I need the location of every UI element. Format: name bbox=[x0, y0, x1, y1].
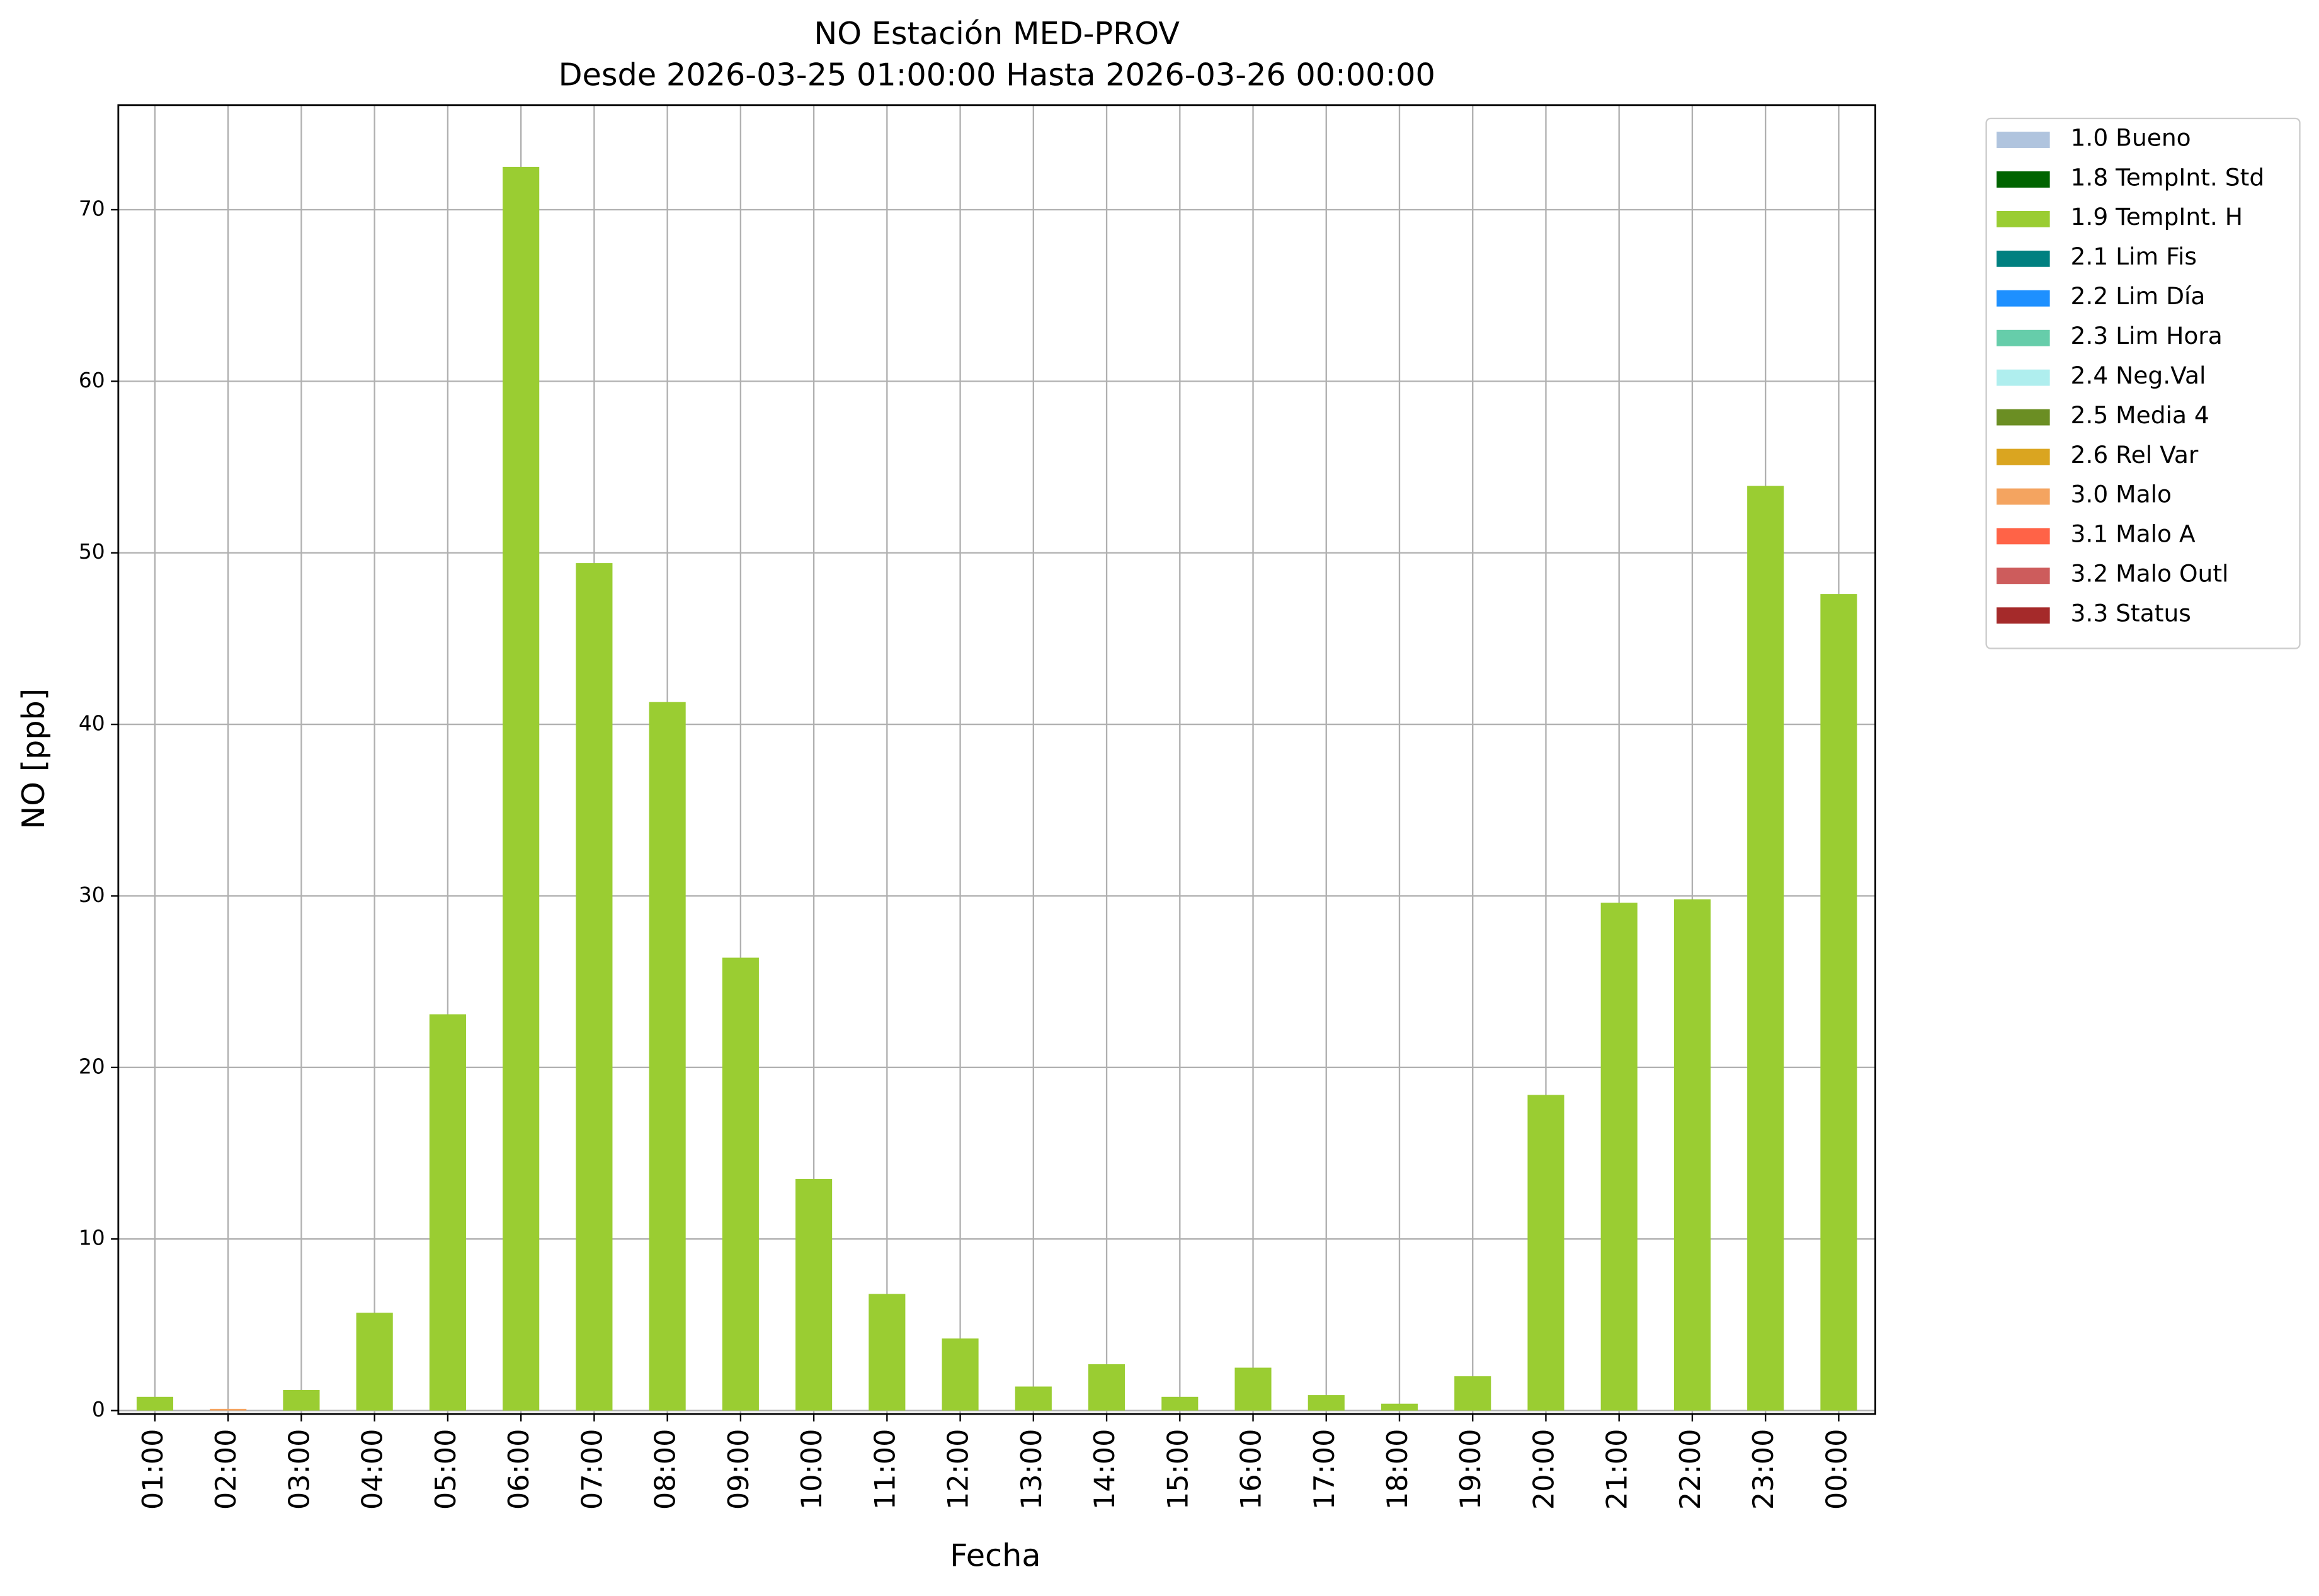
bar bbox=[429, 1014, 466, 1411]
bar bbox=[503, 166, 540, 1411]
x-tick-label: 09:00 bbox=[722, 1429, 755, 1510]
legend-label: 2.6 Rel Var bbox=[2071, 441, 2199, 469]
plot-frame bbox=[117, 104, 1876, 1415]
bar bbox=[136, 1396, 174, 1411]
bar bbox=[1381, 1403, 1418, 1411]
legend-swatch bbox=[1997, 210, 2050, 227]
legend-swatch bbox=[1997, 567, 2050, 584]
x-tick-label: 10:00 bbox=[795, 1429, 828, 1510]
x-tick-label: 16:00 bbox=[1235, 1429, 1268, 1510]
legend-label: 3.2 Malo Outl bbox=[2071, 560, 2229, 588]
x-axis-label: Fecha bbox=[950, 1537, 1041, 1573]
x-tick-label: 17:00 bbox=[1308, 1429, 1341, 1510]
legend-swatch bbox=[1997, 607, 2050, 624]
bar bbox=[1308, 1395, 1345, 1411]
bar bbox=[1454, 1376, 1491, 1411]
legend-label: 3.3 Status bbox=[2071, 600, 2191, 627]
legend-swatch bbox=[1997, 448, 2050, 465]
x-tick-label: 07:00 bbox=[576, 1429, 608, 1510]
legend-swatch bbox=[1997, 329, 2050, 346]
bar bbox=[576, 563, 613, 1411]
x-tick-label: 15:00 bbox=[1161, 1429, 1194, 1510]
x-tick-label: 18:00 bbox=[1381, 1429, 1414, 1510]
x-tick-label: 12:00 bbox=[942, 1429, 975, 1510]
x-tick-label: 04:00 bbox=[356, 1429, 389, 1510]
legend-label: 2.4 Neg.Val bbox=[2071, 362, 2206, 389]
bar bbox=[1161, 1396, 1199, 1411]
chart-subtitle: Desde 2026-03-25 01:00:00 Hasta 2026-03-… bbox=[559, 57, 1435, 93]
bar bbox=[1234, 1367, 1272, 1411]
bar bbox=[1015, 1386, 1052, 1411]
x-tick-label: 06:00 bbox=[503, 1429, 535, 1510]
bar bbox=[283, 1389, 320, 1411]
x-tick-label: 02:00 bbox=[210, 1429, 242, 1510]
y-tick-label: 20 bbox=[79, 1054, 105, 1078]
legend-swatch bbox=[1997, 369, 2050, 386]
x-tick-label: 13:00 bbox=[1015, 1429, 1048, 1510]
bar bbox=[649, 702, 686, 1411]
legend-label: 2.3 Lim Hora bbox=[2071, 322, 2223, 350]
x-tick-label: 22:00 bbox=[1674, 1429, 1707, 1510]
bar bbox=[356, 1313, 393, 1411]
x-tick-label: 01:00 bbox=[137, 1429, 169, 1510]
legend-label: 2.1 Lim Fis bbox=[2071, 242, 2197, 270]
legend-swatch bbox=[1997, 409, 2050, 426]
y-tick-label: 60 bbox=[79, 368, 105, 392]
bar bbox=[1527, 1095, 1564, 1411]
legend-swatch bbox=[1997, 132, 2050, 148]
bar bbox=[1088, 1364, 1125, 1411]
bar bbox=[1673, 899, 1711, 1411]
legend-label: 1.0 Bueno bbox=[2071, 123, 2191, 151]
x-tick-label: 03:00 bbox=[283, 1429, 316, 1510]
chart-title: NO Estación MED-PROV bbox=[814, 15, 1180, 52]
legend-swatch bbox=[1997, 528, 2050, 545]
x-tick-label: 08:00 bbox=[649, 1429, 682, 1510]
bar bbox=[942, 1338, 979, 1411]
legend-label: 1.8 TempInt. Std bbox=[2071, 163, 2265, 191]
y-tick-label: 70 bbox=[79, 197, 105, 221]
legend-swatch bbox=[1997, 290, 2050, 307]
x-tick-label: 20:00 bbox=[1527, 1429, 1560, 1510]
legend-label: 2.2 Lim Día bbox=[2071, 282, 2206, 310]
y-axis-label: NO [ppb] bbox=[15, 688, 52, 829]
y-tick-label: 50 bbox=[79, 539, 105, 564]
bar bbox=[722, 957, 759, 1411]
y-tick-label: 40 bbox=[79, 711, 105, 736]
legend-label: 1.9 TempInt. H bbox=[2071, 203, 2243, 231]
y-tick-label: 0 bbox=[92, 1397, 105, 1422]
bar bbox=[1747, 486, 1784, 1411]
x-tick-label: 11:00 bbox=[869, 1429, 901, 1510]
legend-label: 2.5 Media 4 bbox=[2071, 401, 2209, 429]
x-tick-label: 23:00 bbox=[1747, 1429, 1780, 1510]
x-tick-label: 19:00 bbox=[1454, 1429, 1487, 1510]
bar bbox=[869, 1294, 906, 1411]
x-tick-label: 00:00 bbox=[1820, 1429, 1853, 1510]
bar bbox=[1820, 594, 1857, 1411]
bar bbox=[795, 1178, 833, 1411]
legend-box bbox=[1985, 117, 2301, 649]
legend-label: 3.1 Malo A bbox=[2071, 520, 2196, 548]
legend-label: 3.0 Malo bbox=[2071, 481, 2172, 508]
x-tick-label: 14:00 bbox=[1088, 1429, 1121, 1510]
bar bbox=[1600, 903, 1638, 1411]
legend-swatch bbox=[1997, 488, 2050, 505]
x-tick-label: 21:00 bbox=[1601, 1429, 1634, 1510]
x-tick-label: 05:00 bbox=[430, 1429, 462, 1510]
y-tick-label: 10 bbox=[79, 1226, 105, 1250]
legend-swatch bbox=[1997, 171, 2050, 188]
y-tick-label: 30 bbox=[79, 882, 105, 907]
legend-swatch bbox=[1997, 250, 2050, 267]
bar bbox=[210, 1408, 247, 1411]
